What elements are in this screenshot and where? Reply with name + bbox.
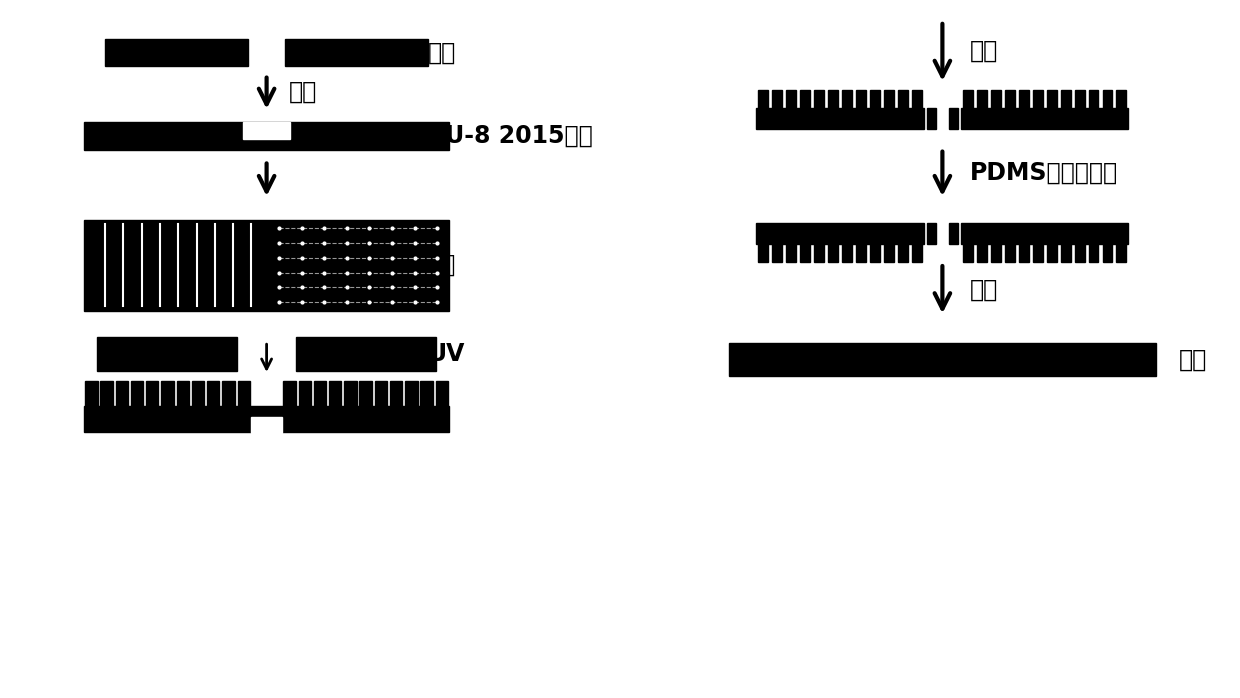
Bar xyxy=(250,417,281,433)
Bar xyxy=(759,90,769,108)
Bar xyxy=(1060,90,1070,108)
Bar xyxy=(405,381,418,406)
Bar xyxy=(374,381,387,406)
Bar xyxy=(1019,90,1029,108)
Bar xyxy=(950,223,959,244)
Text: 硅片: 硅片 xyxy=(428,40,456,64)
Bar xyxy=(786,244,796,262)
Bar xyxy=(345,381,357,406)
Bar xyxy=(115,381,128,406)
Bar xyxy=(222,381,234,406)
Bar xyxy=(961,223,1128,244)
Text: 匀胶: 匀胶 xyxy=(289,80,317,104)
Bar xyxy=(1004,244,1014,262)
Text: 显影: 显影 xyxy=(970,39,998,63)
Bar xyxy=(773,244,782,262)
Bar xyxy=(1047,244,1056,262)
Bar xyxy=(963,244,973,262)
Bar xyxy=(243,122,290,139)
Bar xyxy=(977,244,987,262)
Bar xyxy=(828,244,838,262)
Bar xyxy=(961,108,1128,129)
Bar xyxy=(842,90,852,108)
Bar xyxy=(842,244,852,262)
Bar xyxy=(1047,90,1056,108)
Bar xyxy=(828,90,838,108)
Bar xyxy=(898,244,908,262)
Bar xyxy=(161,381,174,406)
Bar xyxy=(299,381,311,406)
Bar xyxy=(238,381,250,406)
Bar xyxy=(84,406,449,432)
Bar xyxy=(1102,244,1112,262)
Bar xyxy=(84,220,449,311)
Bar xyxy=(815,244,825,262)
Bar xyxy=(97,337,237,371)
Bar xyxy=(389,381,402,406)
Bar xyxy=(856,90,866,108)
Bar xyxy=(207,381,219,406)
Text: UV: UV xyxy=(428,342,465,366)
Bar xyxy=(86,381,98,406)
Bar xyxy=(800,244,810,262)
Bar xyxy=(898,90,908,108)
Bar xyxy=(1060,244,1070,262)
Bar xyxy=(729,343,1156,376)
Bar xyxy=(1089,244,1099,262)
Bar xyxy=(870,90,880,108)
Bar xyxy=(928,108,936,129)
Bar xyxy=(329,381,341,406)
Bar xyxy=(100,381,113,406)
Bar xyxy=(991,90,1001,108)
Bar xyxy=(283,381,295,406)
Bar xyxy=(759,244,769,262)
Bar xyxy=(991,244,1001,262)
Text: SU-8 2015胶层: SU-8 2015胶层 xyxy=(428,124,593,148)
Bar xyxy=(105,39,248,66)
Bar xyxy=(928,223,936,244)
Bar xyxy=(1019,244,1029,262)
Bar xyxy=(884,244,894,262)
Bar xyxy=(285,39,428,66)
Bar xyxy=(950,108,959,129)
Text: 掩模: 掩模 xyxy=(428,253,456,277)
Bar xyxy=(870,244,880,262)
Bar xyxy=(963,90,973,108)
Bar xyxy=(435,381,448,406)
Bar xyxy=(1075,90,1085,108)
Bar xyxy=(856,244,866,262)
Bar xyxy=(977,90,987,108)
Bar xyxy=(786,90,796,108)
Bar xyxy=(146,381,159,406)
Bar xyxy=(296,337,436,371)
Bar xyxy=(911,244,921,262)
Bar xyxy=(1116,90,1126,108)
Bar xyxy=(756,223,924,244)
Bar xyxy=(176,381,188,406)
Text: PDMS浇注、固化: PDMS浇注、固化 xyxy=(970,161,1117,184)
Bar xyxy=(1089,90,1099,108)
Bar xyxy=(1075,244,1085,262)
Bar xyxy=(815,90,825,108)
Bar xyxy=(1033,244,1043,262)
Bar xyxy=(756,108,924,129)
Text: 玻璃: 玻璃 xyxy=(1179,348,1207,371)
Bar xyxy=(1116,244,1126,262)
Bar xyxy=(911,90,921,108)
Bar xyxy=(360,381,372,406)
Bar xyxy=(420,381,433,406)
Bar xyxy=(884,90,894,108)
Bar xyxy=(192,381,205,406)
Bar xyxy=(84,122,449,150)
Text: 键合: 键合 xyxy=(970,278,998,302)
Bar xyxy=(800,90,810,108)
Bar xyxy=(1033,90,1043,108)
Bar xyxy=(314,381,326,406)
Bar xyxy=(131,381,144,406)
Bar xyxy=(773,90,782,108)
Bar xyxy=(1102,90,1112,108)
Bar xyxy=(1004,90,1014,108)
